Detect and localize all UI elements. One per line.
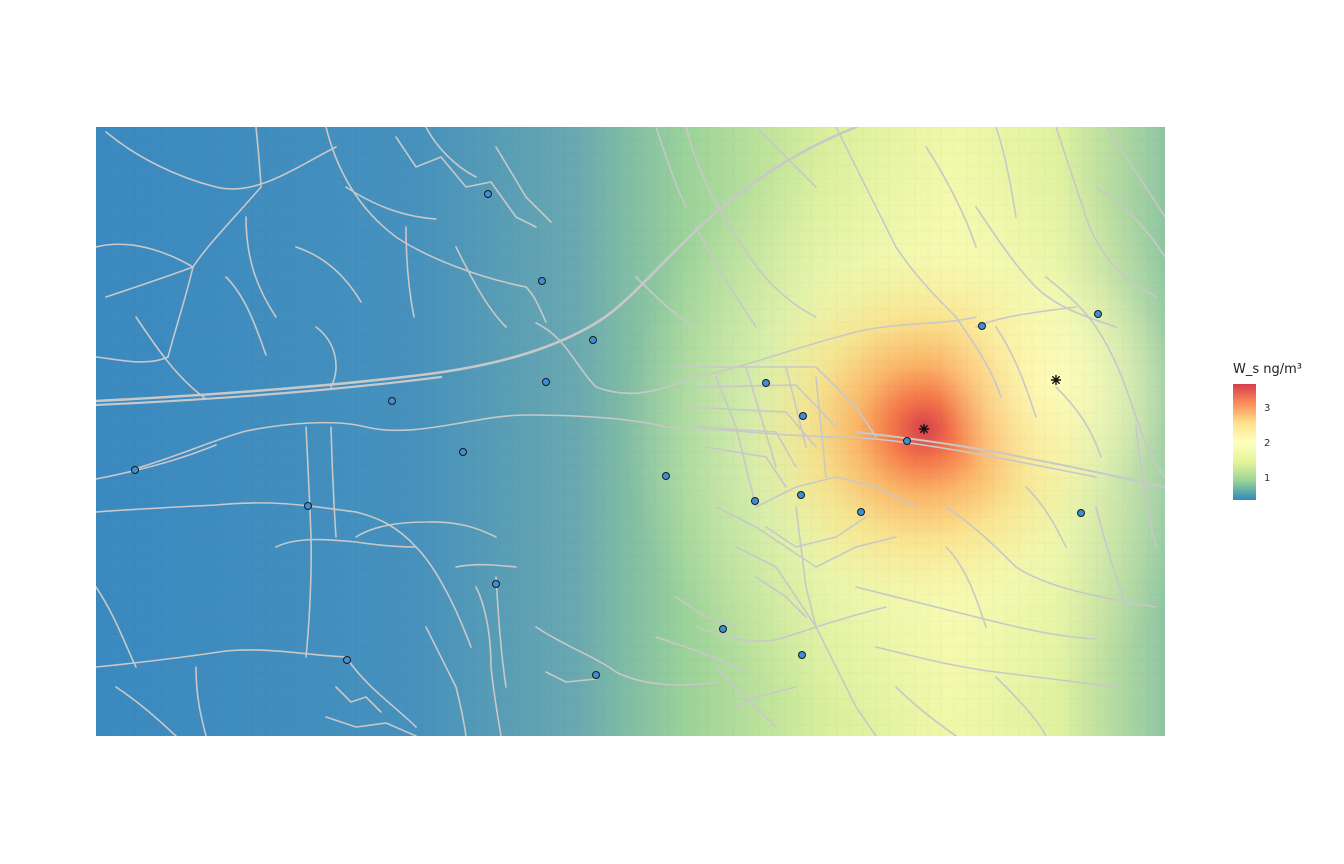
legend-tick-label: 3 (1264, 403, 1271, 414)
site-marker (592, 671, 600, 679)
site-marker (798, 651, 806, 659)
concentration-map (96, 127, 1165, 736)
site-marker (589, 336, 597, 344)
site-marker (1094, 310, 1102, 318)
site-marker (719, 625, 727, 633)
site-marker (343, 656, 351, 664)
road-network (96, 127, 1165, 736)
site-marker (797, 491, 805, 499)
source-markers (918, 374, 1062, 435)
site-marker (542, 378, 550, 386)
legend-tick-label: 2 (1264, 438, 1271, 449)
site-marker (304, 502, 312, 510)
asterisk-icon (918, 423, 930, 435)
site-marker (762, 379, 770, 387)
site-marker (459, 448, 467, 456)
site-marker (1077, 509, 1085, 517)
legend-tick (1256, 409, 1260, 410)
site-marker (388, 397, 396, 405)
legend-title: W_s ng/m³ (1233, 362, 1303, 377)
site-marker (538, 277, 546, 285)
legend-colorbar: 1 2 3 (1233, 384, 1333, 500)
site-marker (484, 190, 492, 198)
map-panel (96, 127, 1165, 736)
raster-cells (96, 127, 1165, 736)
site-marker (978, 322, 986, 330)
legend: W_s ng/m³ 1 2 3 (1233, 362, 1333, 500)
site-marker (799, 412, 807, 420)
site-marker (662, 472, 670, 480)
legend-tick (1256, 479, 1260, 480)
site-marker (903, 437, 911, 445)
site-marker (131, 466, 139, 474)
monitoring-sites (131, 190, 1102, 679)
site-marker (492, 580, 500, 588)
legend-gradient (1233, 384, 1256, 500)
legend-tick-label: 1 (1264, 473, 1271, 484)
site-marker (751, 497, 759, 505)
legend-tick (1256, 444, 1260, 445)
asterisk-icon (1050, 374, 1062, 386)
site-marker (857, 508, 865, 516)
